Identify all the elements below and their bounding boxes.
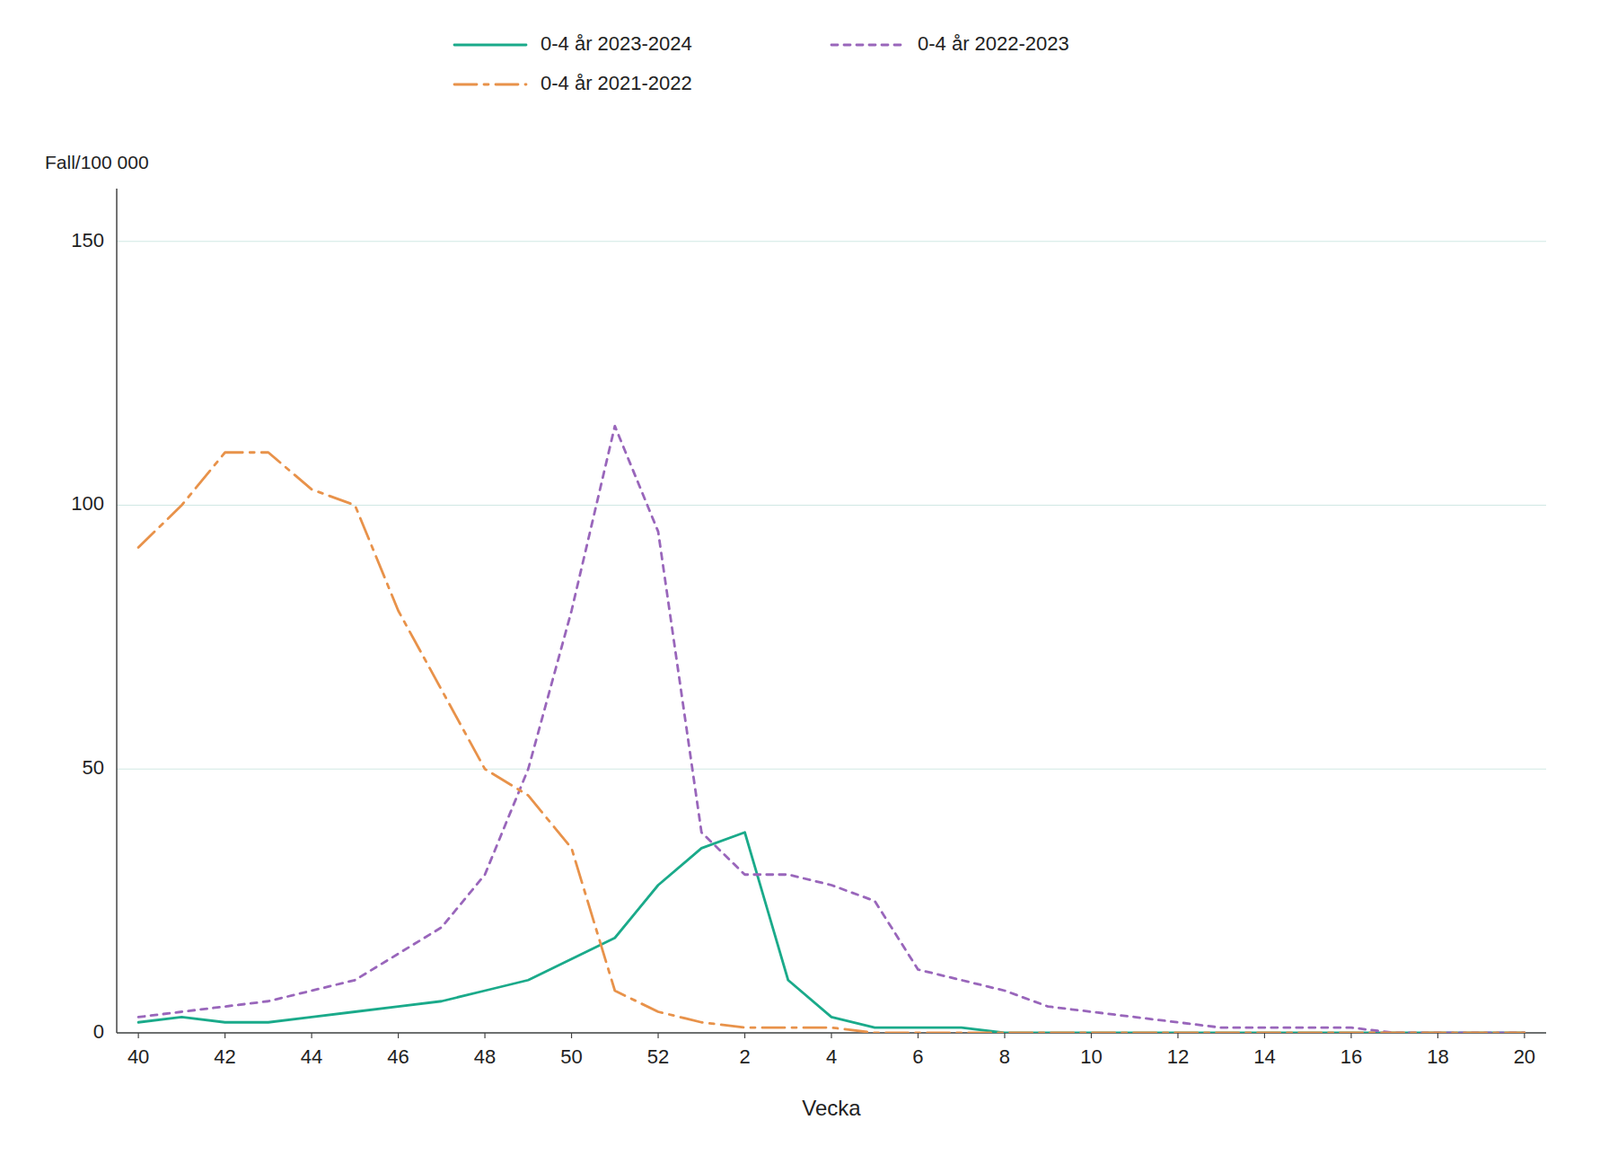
x-tick (830, 1032, 832, 1038)
x-tick (138, 1032, 140, 1038)
y-axis-label: Fall/100 000 (44, 151, 150, 173)
x-tick (483, 1032, 485, 1038)
legend-swatch (831, 43, 904, 47)
legend-label: 0-4 år 2021-2022 (540, 71, 693, 95)
y-tick-label: 50 (82, 756, 105, 779)
x-tick-label: 40 (127, 1045, 150, 1068)
x-tick-label: 18 (1426, 1045, 1449, 1068)
legend-swatch (454, 43, 527, 47)
y-grid (116, 241, 1547, 1033)
x-tick-label: 20 (1513, 1045, 1536, 1068)
y-axis-line (115, 188, 118, 1033)
legend: 0-4 år 2023-2024 0-4 år 2022-2023 0-4 år 2… (454, 32, 1070, 95)
x-tick (1177, 1032, 1179, 1038)
x-tick-label: 12 (1167, 1045, 1189, 1068)
x-tick (744, 1032, 746, 1038)
x-tick (571, 1032, 572, 1038)
x-tick-label: 14 (1253, 1045, 1275, 1068)
x-tick-label: 6 (912, 1045, 924, 1068)
series-line (138, 832, 1525, 1033)
x-tick-label: 16 (1340, 1045, 1363, 1068)
x-tick (1437, 1032, 1439, 1038)
x-tick (917, 1032, 919, 1038)
x-tick-label: 2 (738, 1045, 750, 1068)
grid-line (116, 768, 1547, 770)
x-tick-label: 10 (1080, 1045, 1102, 1068)
x-tick-label: 48 (474, 1045, 496, 1068)
x-tick (657, 1032, 659, 1038)
x-tick-label: 44 (300, 1045, 323, 1068)
lines (138, 425, 1525, 1033)
series-line (138, 425, 1525, 1033)
grid-line (116, 504, 1547, 506)
x-tick-label: 46 (386, 1045, 409, 1068)
x-axis-label: Vecka (801, 1095, 862, 1120)
y-tick-label: 0 (93, 1019, 105, 1043)
x-tick (310, 1032, 312, 1038)
y-tick-label: 150 (70, 228, 105, 252)
x-tick-label: 4 (826, 1045, 837, 1068)
x-tick (1264, 1032, 1266, 1038)
series-line (138, 452, 1525, 1033)
chart: 050100150404244464850522468101214161820V… (0, 0, 1600, 1164)
x-tick (397, 1032, 399, 1038)
x-tick (224, 1032, 226, 1038)
legend-label: 0-4 år 2022-2023 (917, 32, 1070, 55)
x-tick (1003, 1032, 1005, 1038)
x-tick (1090, 1032, 1092, 1038)
grid-line (116, 240, 1547, 242)
legend-label: 0-4 år 2023-2024 (540, 32, 693, 55)
x-tick-label: 42 (213, 1045, 236, 1068)
x-tick (1523, 1032, 1525, 1038)
x-tick-label: 8 (999, 1045, 1011, 1068)
legend-swatch (454, 83, 527, 87)
x-tick-label: 50 (560, 1045, 582, 1068)
y-tick-label: 100 (70, 492, 105, 515)
x-tick (1350, 1032, 1352, 1038)
x-tick-label: 52 (647, 1045, 669, 1068)
page: {"chart_data": { "type": "line", "xlabel… (0, 0, 1600, 1164)
